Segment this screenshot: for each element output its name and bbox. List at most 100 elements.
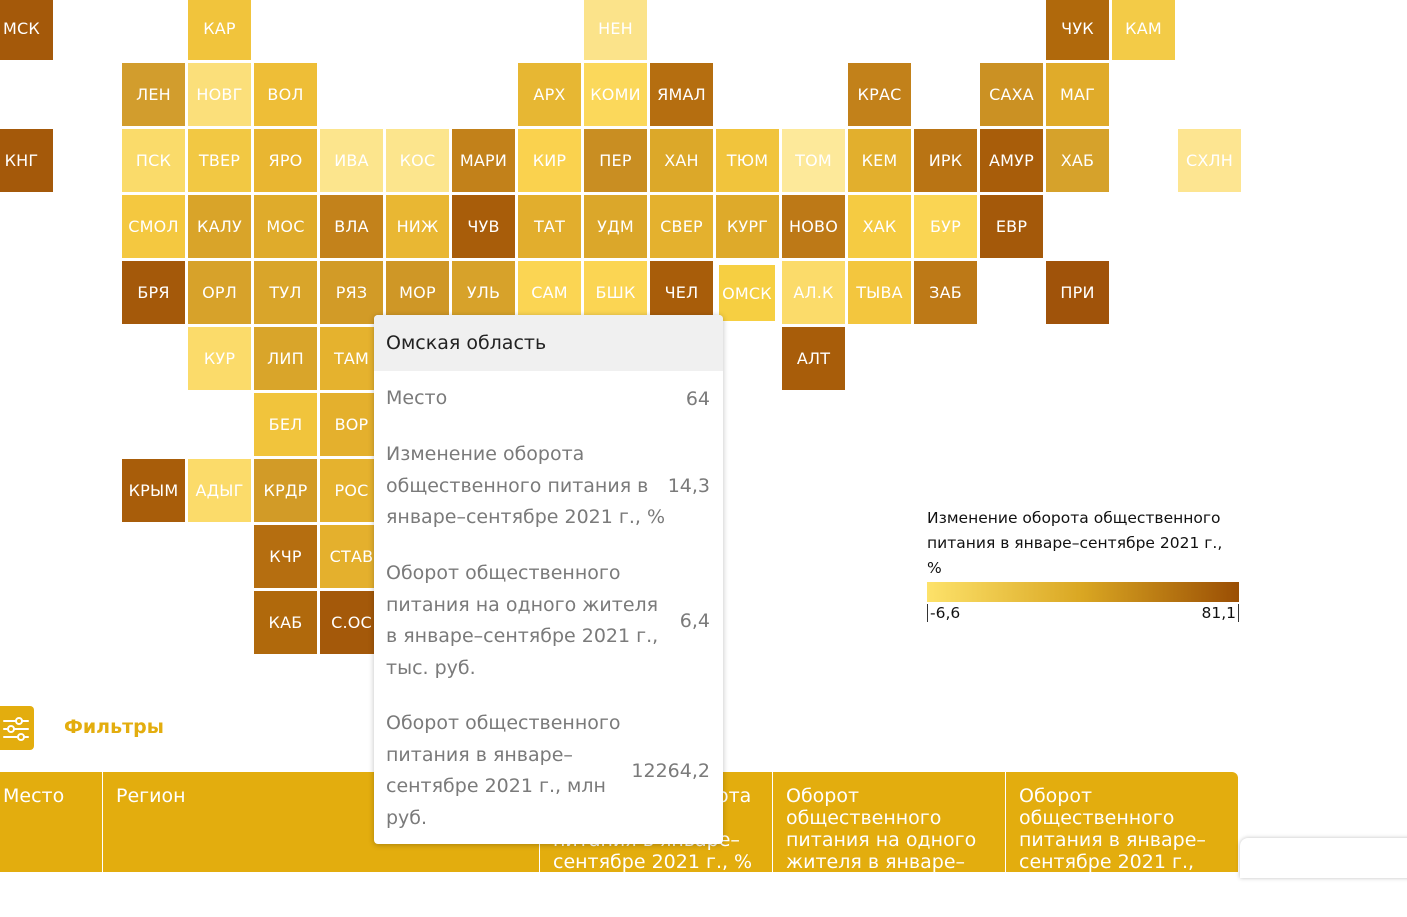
tooltip-row-label: Оборот общественного питания на одного ж… <box>386 562 659 679</box>
color-legend: Изменение оборота общественного питания … <box>927 506 1239 622</box>
region-tile[interactable]: КРДР <box>254 459 317 522</box>
region-tile[interactable]: АЛТ <box>782 327 845 390</box>
region-tile[interactable]: АЛ.К <box>782 261 845 324</box>
legend-max: 81,1 <box>1201 604 1239 622</box>
sliders-icon <box>3 717 29 741</box>
region-tile[interactable]: КНГ <box>0 129 53 192</box>
region-tile[interactable]: ПЕР <box>584 129 647 192</box>
tooltip-row-change: Изменение оборота общественного питания … <box>386 439 710 534</box>
region-tile[interactable]: СТАВ <box>320 525 383 588</box>
region-tile[interactable]: УДМ <box>584 195 647 258</box>
filters-button[interactable] <box>0 706 34 750</box>
region-tile[interactable]: КАБ <box>254 591 317 654</box>
tooltip-row-label: Место <box>386 387 448 409</box>
region-tile[interactable]: ЯРО <box>254 129 317 192</box>
region-tile[interactable]: БШК <box>584 261 647 324</box>
region-tile[interactable]: ЯМАЛ <box>650 63 713 126</box>
region-tile[interactable]: УЛЬ <box>452 261 515 324</box>
region-tile[interactable]: КРЫМ <box>122 459 185 522</box>
column-header-total[interactable]: Оборот общественного питания в январе–се… <box>1005 772 1238 895</box>
legend-gradient-bar <box>927 582 1239 602</box>
region-tile[interactable]: МСК <box>0 0 53 60</box>
legend-min: -6,6 <box>927 604 960 622</box>
region-tile[interactable]: НИЖ <box>386 195 449 258</box>
region-tile[interactable]: КАР <box>188 0 251 60</box>
region-tile[interactable]: КУРГ <box>716 195 779 258</box>
region-tile[interactable]: ТУЛ <box>254 261 317 324</box>
region-tile[interactable]: КАМ <box>1112 0 1175 60</box>
region-tile[interactable]: РОС <box>320 459 383 522</box>
tooltip-row-total: Оборот общественного питания в январе–се… <box>386 708 710 834</box>
tooltip-title: Омская область <box>374 315 723 371</box>
region-tile[interactable]: САХА <box>980 63 1043 126</box>
region-tile[interactable]: ТЮМ <box>716 129 779 192</box>
region-tile[interactable]: ИВА <box>320 129 383 192</box>
region-tile[interactable]: ЛИП <box>254 327 317 390</box>
region-tile[interactable]: МОР <box>386 261 449 324</box>
filters-label[interactable]: Фильтры <box>64 716 164 738</box>
region-tile[interactable]: БЕЛ <box>254 393 317 456</box>
region-tile[interactable]: ЧУК <box>1046 0 1109 60</box>
region-tile[interactable]: МАРИ <box>452 129 515 192</box>
region-tile[interactable]: ХАК <box>848 195 911 258</box>
region-tile[interactable]: ЛЕН <box>122 63 185 126</box>
region-tile[interactable]: ОРЛ <box>188 261 251 324</box>
region-tile[interactable]: ТАМ <box>320 327 383 390</box>
region-tile[interactable]: ОМСК <box>719 265 775 321</box>
region-tile[interactable]: АРХ <box>518 63 581 126</box>
tile-map: МСК КАР НЕН ЧУК КАМ ЛЕН НОВГ ВОЛ АРХ КОМИ ЯМАЛ КРАС… <box>0 0 1241 654</box>
tooltip-row-per-capita: Оборот общественного питания на одного ж… <box>386 558 710 684</box>
region-tile[interactable]: КЕМ <box>848 129 911 192</box>
region-tile[interactable]: КИР <box>518 129 581 192</box>
region-tile[interactable]: КРАС <box>848 63 911 126</box>
region-tile[interactable]: МОС <box>254 195 317 258</box>
region-tile[interactable]: СМОЛ <box>122 195 185 258</box>
region-tile[interactable]: ХАБ <box>1046 129 1109 192</box>
region-tile[interactable]: ВОЛ <box>254 63 317 126</box>
region-tile[interactable]: БРЯ <box>122 261 185 324</box>
region-tile[interactable]: АМУР <box>980 129 1043 192</box>
region-tile[interactable]: ВОР <box>320 393 383 456</box>
region-tile[interactable]: ТЫВА <box>848 261 911 324</box>
tooltip-row-value: 64 <box>685 387 710 410</box>
corner-widget[interactable] <box>1240 838 1407 878</box>
region-tile[interactable]: НЕН <box>584 0 647 60</box>
region-tile[interactable]: АДЫГ <box>188 459 251 522</box>
region-tile[interactable]: БУР <box>914 195 977 258</box>
region-tile[interactable]: ИРК <box>914 129 977 192</box>
region-tile[interactable]: ПСК <box>122 129 185 192</box>
region-tile[interactable]: КАЛУ <box>188 195 251 258</box>
tooltip-row-label: Оборот общественного питания в январе–се… <box>386 712 621 829</box>
tooltip-row-value: 14,3 <box>667 475 710 498</box>
region-tile[interactable]: МАГ <box>1046 63 1109 126</box>
region-tile[interactable]: ВЛА <box>320 195 383 258</box>
legend-title: Изменение оборота общественного питания … <box>927 509 1223 577</box>
region-tile[interactable]: КЧР <box>254 525 317 588</box>
region-tile[interactable]: ЗАБ <box>914 261 977 324</box>
tooltip-row-value: 6,4 <box>679 610 710 632</box>
region-tile[interactable]: НОВГ <box>188 63 251 126</box>
tooltip-row-label: Изменение оборота общественного питания … <box>386 443 666 528</box>
region-tile[interactable]: ЧУВ <box>452 195 515 258</box>
region-tile[interactable]: РЯЗ <box>320 261 383 324</box>
region-tile[interactable]: КОС <box>386 129 449 192</box>
region-tile[interactable]: ЧЕЛ <box>650 261 713 324</box>
region-tile[interactable]: СХЛН <box>1178 129 1241 192</box>
tooltip-row-place: Место 64 <box>386 383 710 415</box>
column-header-per-capita[interactable]: Оборот общественного питания на одного ж… <box>772 772 1005 917</box>
region-tile[interactable]: САМ <box>518 261 581 324</box>
region-tile[interactable]: СВЕР <box>650 195 713 258</box>
region-tooltip: Омская область Место 64 Изменение оборот… <box>374 315 723 844</box>
region-tile[interactable]: ХАН <box>650 129 713 192</box>
region-tile[interactable]: ТВЕР <box>188 129 251 192</box>
region-tile[interactable]: ПРИ <box>1046 261 1109 324</box>
column-header-region[interactable]: Регион <box>102 772 539 872</box>
region-tile[interactable]: НОВО <box>782 195 845 258</box>
region-tile[interactable]: С.ОС <box>320 591 383 654</box>
column-header-place[interactable]: Место <box>3 785 65 807</box>
region-tile[interactable]: ЕВР <box>980 195 1043 258</box>
region-tile[interactable]: ТОМ <box>782 129 845 192</box>
region-tile[interactable]: КУР <box>188 327 251 390</box>
region-tile[interactable]: КОМИ <box>584 63 647 126</box>
region-tile[interactable]: ТАТ <box>518 195 581 258</box>
